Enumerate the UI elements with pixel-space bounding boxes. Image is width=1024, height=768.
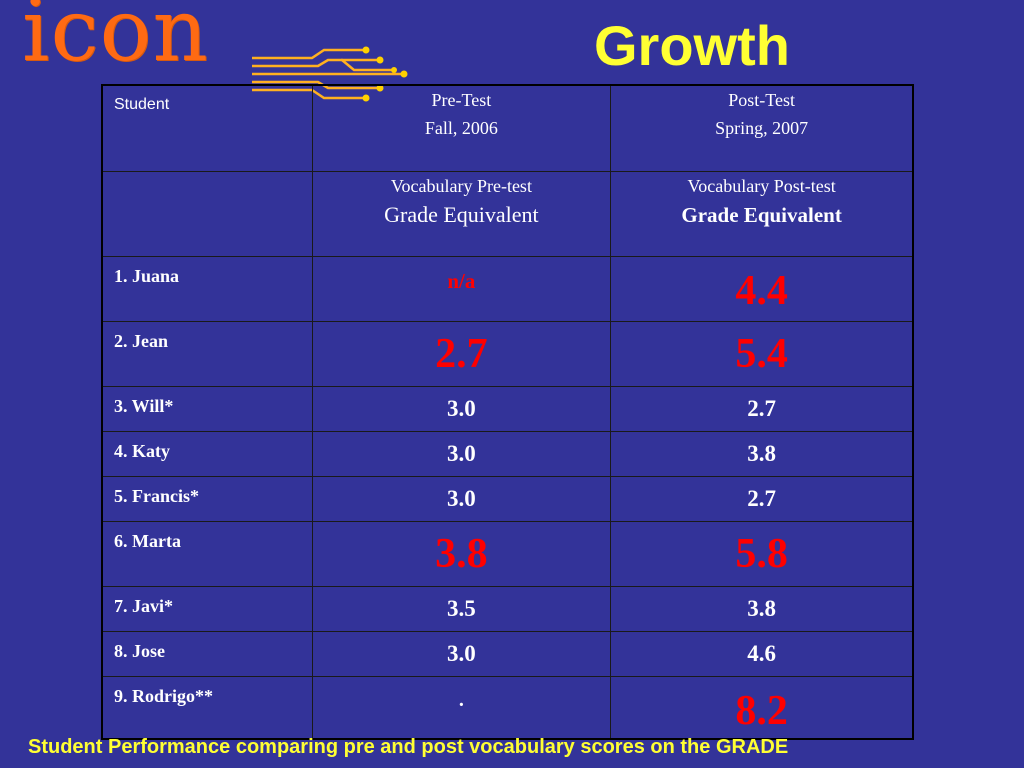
pre-score-cell: 3.5 (311, 585, 612, 632)
post-score-cell: 3.8 (610, 585, 914, 632)
post-score: 2.7 (747, 395, 776, 421)
student-name-cell: 2. Jean (101, 320, 313, 387)
table-row: 7. Javi* 3.5 3.8 (101, 585, 914, 632)
student-name-cell: 5. Francis* (101, 475, 313, 522)
post-score-cell: 2.7 (610, 475, 914, 522)
student-name: 5. Francis* (114, 485, 199, 506)
table-row: 4. Katy 3.0 3.8 (101, 430, 914, 477)
student-name-cell: 3. Will* (101, 385, 313, 432)
pre-score: 2.7 (435, 330, 488, 377)
subheader-empty-cell (101, 170, 313, 257)
post-score-cell: 2.7 (610, 385, 914, 432)
growth-table: Student Pre-Test Fall, 2006 Post-Test Sp… (101, 84, 914, 740)
student-name-cell: 7. Javi* (101, 585, 313, 632)
pre-score-cell: 3.0 (311, 630, 612, 677)
post-score-cell: 5.4 (610, 320, 914, 387)
student-name: 8. Jose (114, 640, 165, 661)
post-score-cell: 5.8 (610, 520, 914, 587)
student-name-cell: 9. Rodrigo** (101, 675, 313, 740)
icon-logo: icon (22, 0, 408, 106)
post-score-cell: 4.6 (610, 630, 914, 677)
post-score: 5.8 (735, 530, 788, 577)
pre-score: n/a (447, 268, 476, 293)
pre-score: 3.0 (447, 485, 476, 511)
subheader-pretest-label: Vocabulary Pre-test (390, 175, 532, 196)
post-score-cell: 4.4 (610, 255, 914, 322)
header-student: Student (114, 96, 170, 113)
student-name-cell: 6. Marta (101, 520, 313, 587)
post-score-cell: 3.8 (610, 430, 914, 477)
post-score: 2.7 (747, 485, 776, 511)
student-name: 9. Rodrigo** (114, 685, 213, 706)
pre-score-cell: 3.8 (311, 520, 612, 587)
post-score: 3.8 (747, 440, 776, 466)
student-name: 7. Javi* (114, 595, 174, 616)
pre-score: 3.0 (447, 640, 476, 666)
subheader-pretest-measure: Grade Equivalent (384, 201, 539, 227)
table-row: 5. Francis* 3.0 2.7 (101, 475, 914, 522)
table-row: 1. Juana n/a 4.4 (101, 255, 914, 322)
pre-score: 3.8 (435, 530, 488, 577)
header-posttest: Post-Test (728, 90, 795, 110)
post-score: 4.6 (747, 640, 776, 666)
subheader-posttest-measure: Grade Equivalent (681, 202, 842, 227)
header-pretest-cell: Pre-Test Fall, 2006 (311, 84, 612, 172)
header-posttest-date: Spring, 2007 (715, 118, 809, 138)
header-pretest-date: Fall, 2006 (424, 118, 498, 138)
pre-score: 3.5 (447, 595, 476, 621)
page-title: Growth (594, 14, 790, 77)
table-subheader-row: Vocabulary Pre-test Grade Equivalent Voc… (101, 170, 914, 257)
header-posttest-cell: Post-Test Spring, 2007 (610, 84, 914, 172)
header-pretest: Pre-Test (431, 90, 492, 110)
student-name: 1. Juana (114, 265, 180, 286)
pre-score: . (458, 688, 464, 711)
post-score: 5.4 (735, 330, 788, 377)
post-score: 4.4 (735, 267, 788, 314)
subheader-pretest-cell: Vocabulary Pre-test Grade Equivalent (311, 170, 612, 257)
table-row: 9. Rodrigo** . 8.2 (101, 675, 914, 740)
student-name: 2. Jean (114, 330, 168, 351)
student-name-cell: 4. Katy (101, 430, 313, 477)
header-student-cell: Student (101, 84, 313, 172)
pre-score-cell: 3.0 (311, 430, 612, 477)
student-name-cell: 1. Juana (101, 255, 313, 322)
pre-score: 3.0 (447, 395, 476, 421)
student-name: 4. Katy (114, 440, 170, 461)
circuit-traces-icon (252, 46, 408, 102)
student-name: 6. Marta (114, 530, 181, 551)
table-header-row: Student Pre-Test Fall, 2006 Post-Test Sp… (101, 84, 914, 172)
slide-caption: Student Performance comparing pre and po… (28, 736, 789, 758)
pre-score-cell: 3.0 (311, 475, 612, 522)
pre-score: 3.0 (447, 440, 476, 466)
subheader-posttest-cell: Vocabulary Post-test Grade Equivalent (610, 170, 914, 257)
student-name-cell: 8. Jose (101, 630, 313, 677)
student-name: 3. Will* (114, 395, 174, 416)
subheader-posttest-label: Vocabulary Post-test (687, 175, 836, 196)
pre-score-cell: 3.0 (311, 385, 612, 432)
pre-score-cell: n/a (311, 255, 612, 322)
post-score: 8.2 (735, 687, 788, 734)
table-row: 6. Marta 3.8 5.8 (101, 520, 914, 587)
pre-score-cell: . (311, 675, 612, 740)
table-row: 8. Jose 3.0 4.6 (101, 630, 914, 677)
post-score-cell: 8.2 (610, 675, 914, 740)
table-row: 3. Will* 3.0 2.7 (101, 385, 914, 432)
logo-wordmark: icon (22, 0, 209, 81)
table-row: 2. Jean 2.7 5.4 (101, 320, 914, 387)
pre-score-cell: 2.7 (311, 320, 612, 387)
post-score: 3.8 (747, 595, 776, 621)
